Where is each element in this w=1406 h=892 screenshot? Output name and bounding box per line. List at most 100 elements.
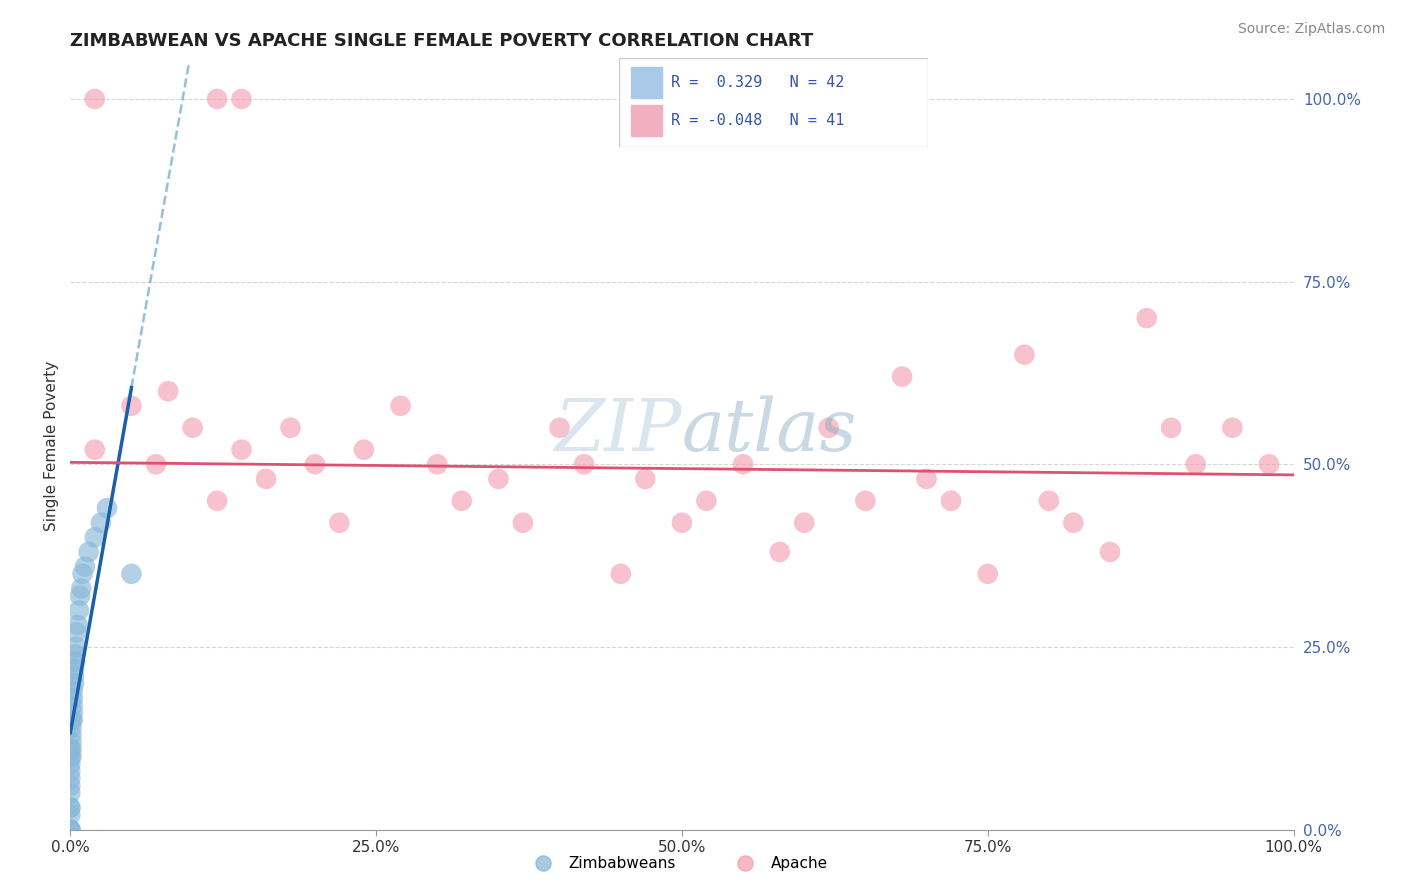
Point (59, 822, 82, 837)
Point (66, 618, 89, 632)
Point (734, 856, 756, 871)
Point (83, 92, 105, 106)
Point (976, 566, 998, 581)
Point (328, 516, 350, 530)
Point (65, 640, 87, 654)
Point (793, 516, 815, 530)
Point (60, 720, 83, 734)
Point (205, 92, 228, 106)
Point (62, 713, 84, 727)
Point (891, 369, 914, 384)
Point (70, 582, 93, 596)
Point (205, 493, 228, 508)
Point (59, 764, 82, 778)
Point (389, 399, 412, 413)
Point (62, 691, 84, 706)
Point (83, 530, 105, 544)
Point (59, 779, 82, 793)
Point (59, 822, 82, 837)
Point (353, 442, 375, 457)
FancyBboxPatch shape (631, 67, 662, 98)
Point (73, 559, 96, 574)
Point (1062, 516, 1084, 530)
Point (59, 772, 82, 786)
Point (63, 662, 86, 676)
Point (1136, 311, 1159, 326)
Point (1099, 545, 1122, 559)
Text: atlas: atlas (682, 395, 858, 466)
Point (63, 676, 86, 690)
Point (60, 742, 83, 756)
Point (59, 742, 82, 756)
Point (1014, 348, 1036, 362)
Point (817, 421, 839, 435)
Point (69, 589, 91, 603)
Point (121, 566, 143, 581)
Point (1160, 421, 1182, 435)
Point (63, 669, 86, 683)
Point (695, 493, 717, 508)
Point (145, 457, 167, 471)
Text: Source: ZipAtlas.com: Source: ZipAtlas.com (1237, 22, 1385, 37)
Point (72, 566, 94, 581)
Point (634, 472, 657, 486)
Point (59, 800, 82, 814)
Point (157, 384, 180, 399)
Point (90, 516, 112, 530)
Text: ZIP: ZIP (554, 395, 682, 466)
Point (531, 856, 554, 871)
Point (62, 698, 84, 713)
Point (62, 683, 84, 698)
Point (733, 457, 755, 471)
Point (59, 800, 82, 814)
Point (121, 399, 143, 413)
Point (83, 442, 105, 457)
Point (59, 749, 82, 764)
Point (548, 421, 571, 435)
Text: Zimbabweans: Zimbabweans (568, 855, 675, 871)
Point (59, 822, 82, 837)
Point (181, 421, 204, 435)
Point (231, 92, 253, 106)
Point (254, 472, 277, 486)
Y-axis label: Single Female Poverty: Single Female Poverty (44, 361, 59, 531)
Text: ZIMBABWEAN VS APACHE SINGLE FEMALE POVERTY CORRELATION CHART: ZIMBABWEAN VS APACHE SINGLE FEMALE POVER… (70, 32, 814, 50)
Point (610, 566, 633, 581)
Point (1258, 457, 1281, 471)
FancyBboxPatch shape (631, 105, 662, 136)
Text: Apache: Apache (770, 855, 828, 871)
Point (855, 493, 877, 508)
FancyBboxPatch shape (619, 58, 928, 147)
Point (60, 713, 83, 727)
Point (671, 516, 693, 530)
Point (60, 735, 83, 749)
Text: R = -0.048   N = 41: R = -0.048 N = 41 (671, 113, 845, 128)
Point (65, 625, 87, 640)
Point (231, 442, 253, 457)
Point (59, 756, 82, 771)
Point (67, 603, 90, 617)
Point (426, 457, 449, 471)
Point (60, 728, 83, 742)
Point (63, 655, 86, 669)
Point (915, 472, 938, 486)
Point (572, 457, 595, 471)
Point (488, 472, 510, 486)
Point (62, 706, 84, 720)
Point (59, 786, 82, 800)
Point (939, 493, 962, 508)
Point (63, 647, 86, 661)
Point (280, 421, 302, 435)
Point (1038, 493, 1060, 508)
Point (60, 749, 83, 764)
Point (77, 545, 100, 559)
Point (769, 545, 792, 559)
Text: R =  0.329   N = 42: R = 0.329 N = 42 (671, 75, 845, 89)
Point (1220, 421, 1243, 435)
Point (512, 516, 534, 530)
Point (59, 808, 82, 822)
Point (304, 457, 326, 471)
Point (1184, 457, 1206, 471)
Point (450, 493, 472, 508)
Point (96, 501, 118, 516)
